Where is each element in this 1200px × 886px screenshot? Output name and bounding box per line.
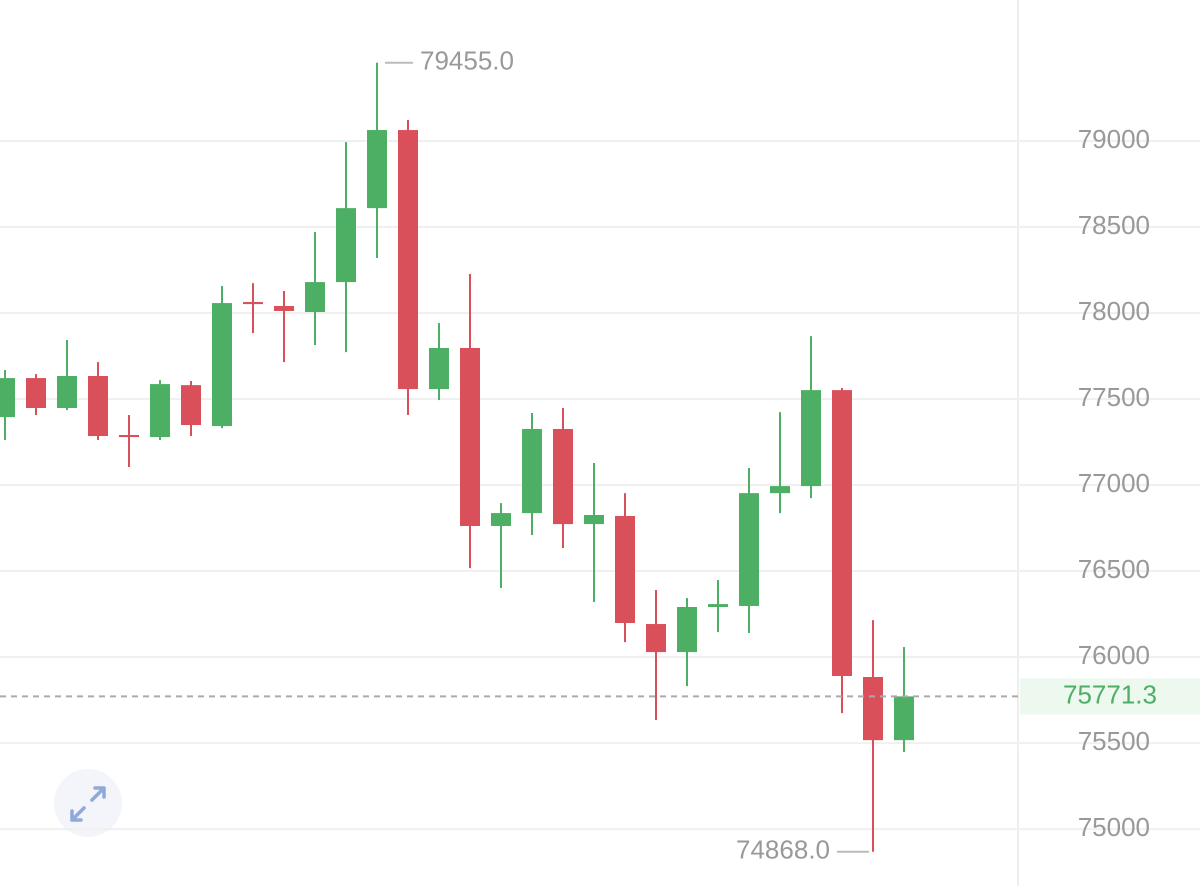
candle-body [0,378,15,418]
candle-body [398,130,418,390]
candle-body [57,376,77,408]
candle-body [553,428,573,525]
candle-body [150,384,170,438]
candle-body [801,390,821,487]
candle-body [212,303,232,427]
y-tick-label: 75000 [1078,812,1150,842]
candle-body [88,376,108,437]
candle-body [770,486,790,494]
y-tick-label: 77000 [1078,468,1150,498]
candle-body [832,390,852,676]
candle-body [181,385,201,426]
y-tick-label: 79000 [1078,124,1150,154]
candle-body [863,677,883,741]
candle-body [522,428,542,514]
candle-body [708,604,728,608]
candle-body [739,493,759,606]
y-tick-label: 78500 [1078,210,1150,240]
expand-button[interactable] [54,769,122,837]
candle-body [584,514,604,525]
candle-body [243,302,263,305]
y-tick-label: 78000 [1078,296,1150,326]
candle-body [460,347,480,526]
annotation-label: 79455.0 [420,46,514,76]
candle-body [491,513,511,526]
y-tick-label: 76000 [1078,640,1150,670]
y-tick-label: 77500 [1078,382,1150,412]
last-price-box [1020,678,1200,715]
candle-body [336,208,356,283]
candle-body [274,305,294,311]
candle-body [26,378,46,408]
candle-body [894,696,914,741]
candle-body [677,607,697,653]
y-tick-label: 75500 [1078,726,1150,756]
candle-body [429,347,449,390]
candle-body [615,516,635,624]
expand-button-bg[interactable] [54,769,122,837]
annotation-label: 74868.0 [736,835,830,865]
candle-body [305,282,325,313]
candle-body [646,624,666,653]
expand-icon[interactable] [70,786,106,822]
last-price-label: 75771.3 [1063,679,1157,709]
candle-body [367,130,387,209]
candle-body [119,435,139,438]
y-tick-label: 76500 [1078,554,1150,584]
